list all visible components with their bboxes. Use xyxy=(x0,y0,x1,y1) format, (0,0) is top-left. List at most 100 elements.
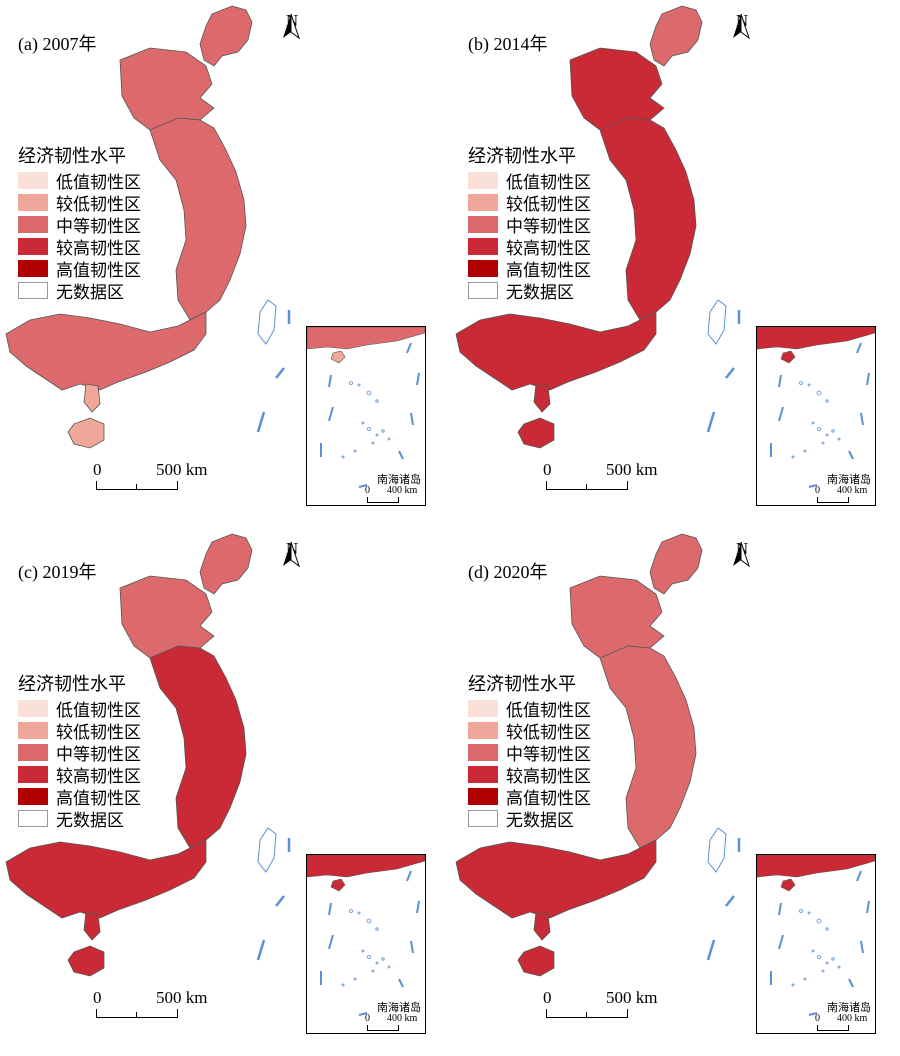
inset-dash xyxy=(848,450,854,460)
region-south xyxy=(5,839,207,919)
inset-dash xyxy=(410,412,414,426)
legend-label: 较高韧性区 xyxy=(506,238,591,258)
region-south xyxy=(455,839,657,919)
coastal-region-map xyxy=(455,533,741,977)
legend-item: 无数据区 xyxy=(468,807,591,830)
scale-bar: 0 500 km xyxy=(93,988,207,1024)
inset-dash xyxy=(856,342,862,354)
legend-label: 无数据区 xyxy=(506,810,574,830)
legend-swatch xyxy=(18,699,48,717)
inset-label: 南海诸岛 xyxy=(827,1002,871,1014)
legend-label: 高值韧性区 xyxy=(506,788,591,808)
scale-bar: 0 500 km xyxy=(543,988,657,1024)
legend-swatch xyxy=(468,193,498,211)
legend-swatch xyxy=(18,721,48,739)
legend-swatch xyxy=(18,215,48,233)
inset-scale-zero: 0 xyxy=(815,1013,820,1024)
legend-label: 低值韧性区 xyxy=(56,172,141,192)
north-arrow-icon xyxy=(283,13,300,40)
inset-dash xyxy=(856,870,862,882)
inset-scale-zero: 0 xyxy=(365,1013,370,1024)
legend-swatch xyxy=(18,765,48,783)
legend-swatch xyxy=(468,215,498,233)
inset-islands xyxy=(341,909,391,987)
legend-item: 中等韧性区 xyxy=(468,213,591,236)
legend-item: 较低韧性区 xyxy=(18,191,141,214)
coastal-region-map xyxy=(5,5,291,449)
region-north xyxy=(569,575,665,659)
legend-swatch xyxy=(18,171,48,189)
legend-label: 高值韧性区 xyxy=(56,788,141,808)
legend-item: 低值韧性区 xyxy=(18,169,141,192)
legend-swatch xyxy=(18,787,48,805)
north-arrow: N xyxy=(280,12,304,40)
legend-swatch xyxy=(468,259,498,277)
legend-swatch xyxy=(468,743,498,761)
legend-swatch xyxy=(468,699,498,717)
inset-dash xyxy=(398,450,404,460)
panel-title: (c) 2019年 xyxy=(18,562,97,582)
inset-dash xyxy=(328,374,332,388)
region-east xyxy=(599,645,697,849)
legend-item: 低值韧性区 xyxy=(468,169,591,192)
region-leizhou xyxy=(83,383,101,413)
inset-scale-bar: 0 400 km xyxy=(365,1013,419,1033)
inset-scale-bar: 0 400 km xyxy=(815,485,869,505)
map-canvas xyxy=(455,5,741,449)
scale-zero: 0 xyxy=(93,988,102,1007)
region-north xyxy=(569,47,665,131)
legend-item: 较高韧性区 xyxy=(468,235,591,258)
legend-label: 无数据区 xyxy=(506,282,574,302)
south-china-sea-inset: 南海诸岛 0 400 km xyxy=(756,326,876,506)
south-china-sea-inset: 南海诸岛 0 400 km xyxy=(306,326,426,506)
legend-swatch xyxy=(18,743,48,761)
inset-dash xyxy=(416,372,420,386)
scale-bar: 0 500 km xyxy=(543,460,657,496)
inset-label: 南海诸岛 xyxy=(377,1002,421,1014)
region-hainan xyxy=(67,417,105,449)
region-leizhou xyxy=(533,911,551,941)
region-east xyxy=(149,645,247,849)
legend-item: 中等韧性区 xyxy=(18,213,141,236)
inset-map xyxy=(307,855,425,1016)
map-panel-a: (a) 2007年 N 经济韧性水平 低值韧性区 较低韧性区 中等韧性区 较高韧… xyxy=(0,0,450,528)
region-north xyxy=(119,47,215,131)
inset-dash xyxy=(406,342,412,354)
inset-dash xyxy=(358,1012,368,1016)
legend-item: 较低韧性区 xyxy=(468,191,591,214)
region-leizhou xyxy=(83,911,101,941)
legend: 经济韧性水平 低值韧性区 较低韧性区 中等韧性区 较高韧性区 高值韧性区 无数据… xyxy=(468,673,591,830)
legend-swatch xyxy=(468,281,498,299)
region-northeast xyxy=(199,5,253,67)
legend-label: 较高韧性区 xyxy=(56,766,141,786)
inset-scale-bar: 0 400 km xyxy=(815,1013,869,1033)
region-east xyxy=(599,117,697,321)
inset-scale-distance: 400 km xyxy=(837,1013,868,1024)
legend: 经济韧性水平 低值韧性区 较低韧性区 中等韧性区 较高韧性区 高值韧性区 无数据… xyxy=(18,673,141,830)
inset-dash xyxy=(860,940,864,954)
north-arrow: N xyxy=(280,540,304,568)
scale-distance: 500 km xyxy=(606,988,658,1007)
inset-map xyxy=(757,855,875,1016)
inset-islands xyxy=(341,381,391,459)
boundary-dash xyxy=(256,411,266,433)
inset-dash xyxy=(358,484,368,488)
inset-dash xyxy=(778,374,782,388)
legend-label: 无数据区 xyxy=(56,810,124,830)
inset-map xyxy=(757,327,875,488)
legend-label: 较低韧性区 xyxy=(506,722,591,742)
scale-bar: 0 500 km xyxy=(93,460,207,496)
legend-label: 中等韧性区 xyxy=(56,216,141,236)
scale-distance: 500 km xyxy=(156,988,208,1007)
legend-swatch xyxy=(18,259,48,277)
inset-dash xyxy=(406,870,412,882)
inset-hainan xyxy=(780,350,796,364)
boundary-dash xyxy=(706,411,716,433)
inset-dash xyxy=(398,978,404,988)
legend-label: 中等韧性区 xyxy=(56,744,141,764)
legend-title: 经济韧性水平 xyxy=(18,674,126,694)
legend-item: 中等韧性区 xyxy=(468,741,591,764)
inset-dash xyxy=(778,902,782,916)
legend-label: 较高韧性区 xyxy=(506,766,591,786)
panel-title: (b) 2014年 xyxy=(468,34,548,54)
